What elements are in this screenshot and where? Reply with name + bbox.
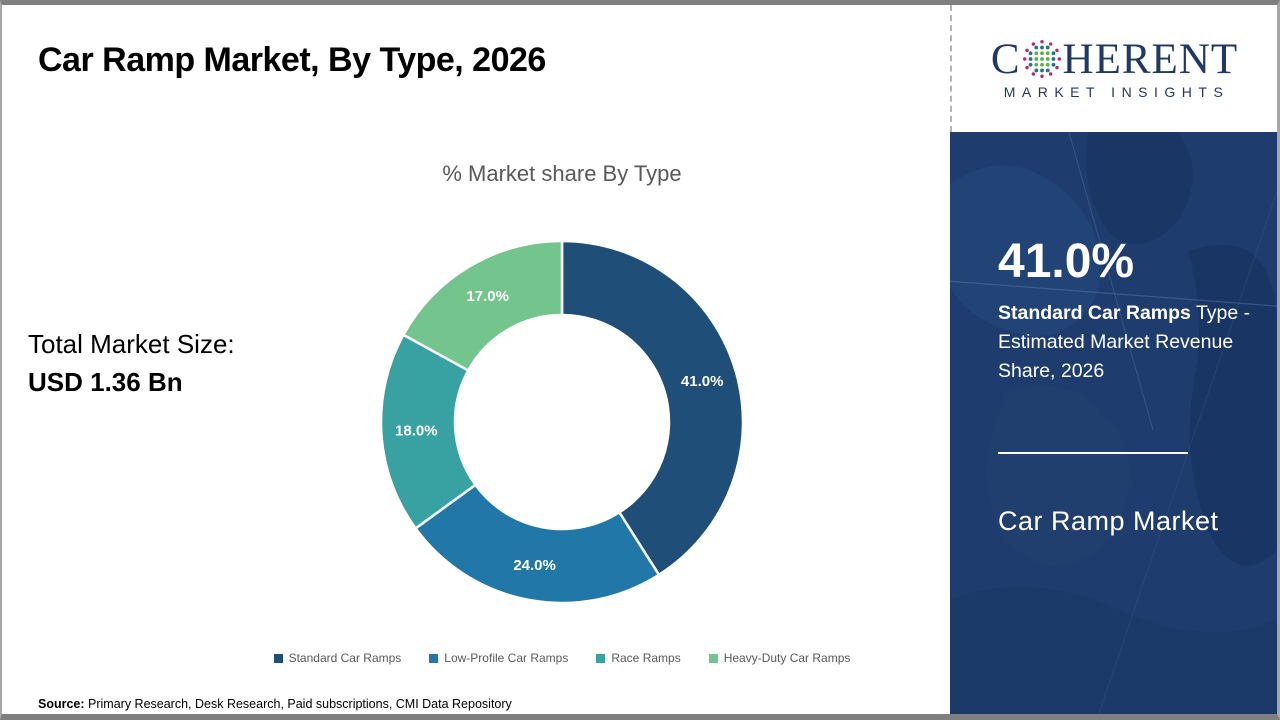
total-market-size-label: Total Market Size: — [28, 329, 235, 359]
legend-label: Standard Car Ramps — [288, 651, 402, 665]
legend-swatch-icon — [596, 653, 606, 663]
highlight-description: Standard Car Ramps Type - Estimated Mark… — [998, 299, 1256, 386]
legend-item-1: Standard Car Ramps — [273, 651, 402, 665]
legend-item-3: Race Ramps — [596, 651, 681, 665]
page-title: Car Ramp Market, By Type, 2026 — [38, 41, 546, 79]
donut-slice-label-2: 24.0% — [513, 557, 556, 574]
legend-label: Race Ramps — [611, 651, 681, 665]
donut-slice-label-4: 17.0% — [466, 288, 509, 305]
source-text: Primary Research, Desk Research, Paid su… — [84, 697, 512, 711]
sidebar-panel: 41.0% Standard Car Ramps Type - Estimate… — [950, 132, 1277, 714]
logo-letter-c: C — [990, 35, 1021, 83]
highlight-segment-name: Standard Car Ramps — [998, 301, 1191, 324]
legend-label: Low-Profile Car Ramps — [444, 651, 569, 665]
chart-legend: Standard Car Ramps Low-Profile Car Ramps R… — [182, 651, 942, 665]
donut-chart: 41.0% 24.0% 18.0% 17.0% — [379, 239, 745, 605]
sidebar-content: 41.0% Standard Car Ramps Type - Estimate… — [950, 132, 1277, 537]
total-market-size-value: USD 1.36 Bn — [28, 367, 183, 397]
legend-item-4: Heavy-Duty Car Ramps — [708, 651, 851, 665]
donut-slice-1 — [560, 239, 745, 577]
legend-item-2: Low-Profile Car Ramps — [429, 651, 568, 665]
sidebar-divider — [998, 451, 1188, 454]
chart-title: % Market share By Type — [442, 161, 682, 186]
source-label: Source: — [38, 697, 85, 711]
donut-slice-label-1: 41.0% — [681, 373, 724, 390]
highlight-description-rest: Type - Estimated Market Revenue Share, 2… — [998, 301, 1251, 382]
source-line: Source: Primary Research, Desk Research,… — [38, 697, 512, 711]
logo-tagline: MARKET INSIGHTS — [1003, 83, 1230, 100]
globe-dots-icon — [1022, 40, 1061, 78]
legend-swatch-icon — [273, 653, 283, 663]
logo-letters-rest: HERENT — [1062, 35, 1239, 83]
total-market-size: Total Market Size: USD 1.36 Bn — [28, 325, 235, 401]
donut-slice-2 — [414, 483, 661, 605]
right-sidebar: C HERENT MARKET INSIGHTS — [950, 5, 1277, 714]
logo-area: C HERENT MARKET INSIGHTS — [950, 5, 1277, 132]
highlight-share-value: 41.0% — [998, 235, 1135, 288]
legend-label: Heavy-Duty Car Ramps — [723, 651, 851, 665]
world-map-texture — [950, 132, 1277, 714]
sidebar-market-name: Car Ramp Market — [998, 505, 1219, 536]
donut-slice-4 — [402, 239, 564, 372]
coherent-logo: C HERENT — [991, 38, 1238, 81]
donut-slice-label-3: 18.0% — [395, 423, 438, 440]
legend-swatch-icon — [429, 653, 439, 663]
legend-swatch-icon — [708, 653, 718, 663]
